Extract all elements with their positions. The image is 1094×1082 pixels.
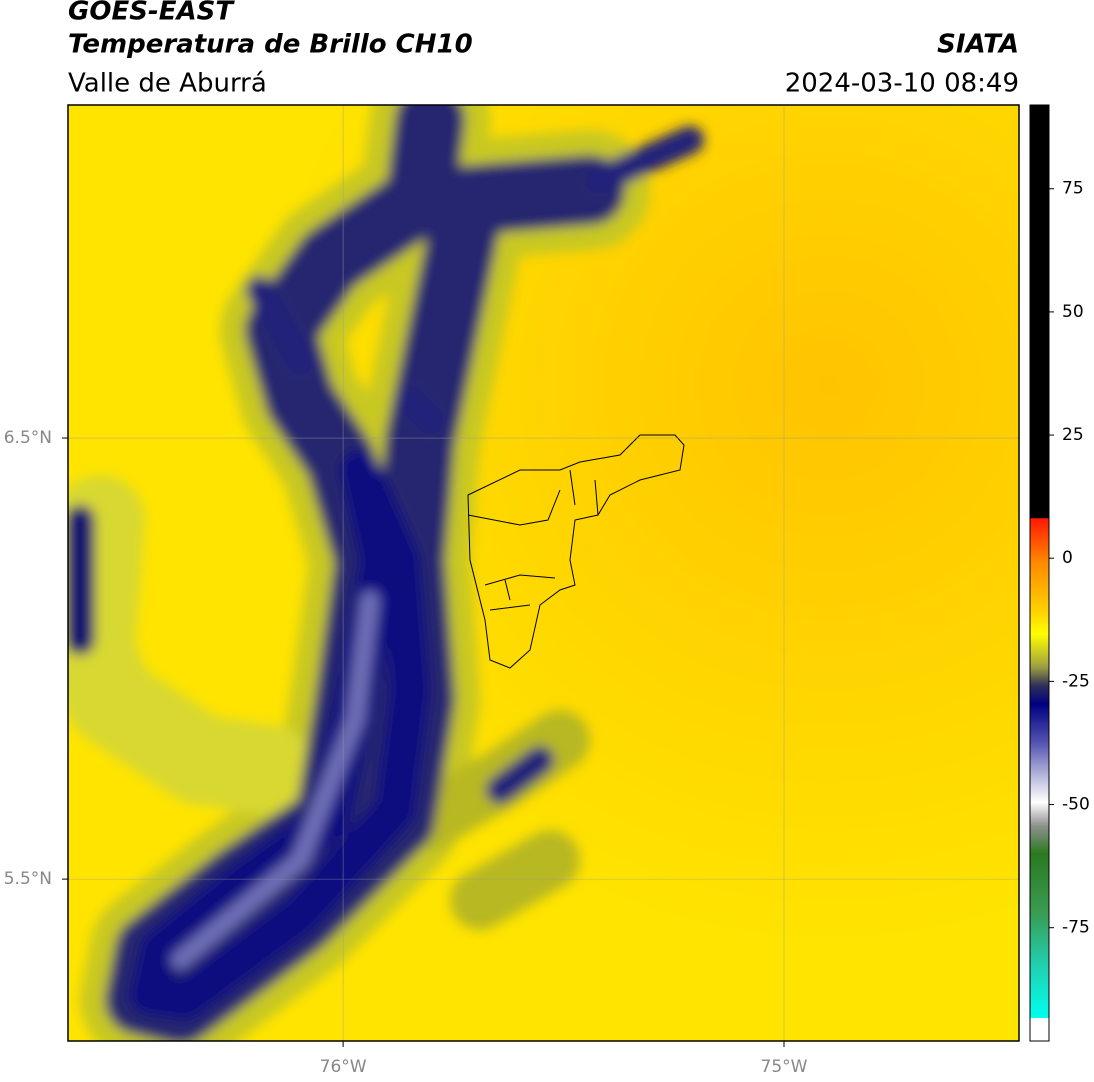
map-field (68, 105, 1019, 1041)
region: Valle de Aburrá (68, 69, 267, 99)
colorbar-label: 0 (1062, 548, 1073, 568)
x-tick-label: 75°W (761, 1057, 808, 1077)
colorbar-label: -25 (1062, 671, 1090, 691)
colorbar (1029, 104, 1050, 1042)
colorbar-label: 50 (1062, 302, 1084, 322)
y-tick-label: 5.5°N (4, 869, 52, 889)
datetime: 2024-03-10 08:49 (785, 69, 1019, 99)
colorbar-label: 25 (1062, 425, 1084, 445)
gridlines (68, 105, 1019, 1041)
source: SIATA (937, 30, 1019, 60)
colorbar-label: -50 (1062, 795, 1090, 815)
x-tick-label: 76°W (320, 1057, 367, 1077)
map-frame (67, 104, 1020, 1042)
y-tick-label: 6.5°N (4, 428, 52, 448)
colorbar-label: 75 (1062, 179, 1084, 199)
colorbar-label: -75 (1062, 918, 1090, 938)
product: Temperatura de Brillo CH10 (68, 30, 473, 60)
satellite: GOES-EAST (68, 0, 235, 27)
